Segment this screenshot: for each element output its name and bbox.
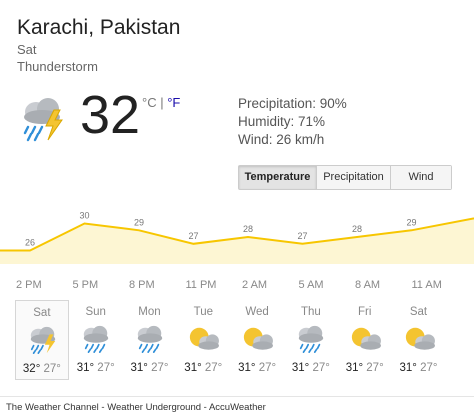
forecast-high: 31°	[130, 362, 148, 374]
current-day: Sat	[17, 42, 37, 57]
chart-value-label: 28	[352, 224, 362, 234]
data-sources[interactable]: The Weather Channel - Weather Undergroun…	[6, 402, 266, 413]
forecast-temps: 31° 27°	[392, 362, 446, 374]
forecast-day[interactable]: Tue 31° 27°	[176, 300, 230, 380]
chart-value-label: 27	[188, 231, 198, 241]
forecast-day-name: Fri	[357, 306, 372, 318]
forecast-day-name: Sat	[409, 306, 428, 318]
forecast-day[interactable]: Wed 31° 27°	[230, 300, 284, 380]
tab-wind[interactable]: Wind	[391, 166, 451, 189]
forecast-temps: 32° 27°	[16, 363, 68, 375]
time-label: 8 AM	[355, 279, 381, 291]
forecast-high: 31°	[345, 362, 364, 374]
partly-cloudy-icon	[244, 327, 274, 350]
forecast-day[interactable]: Sat 31° 27°	[392, 300, 446, 380]
precipitation-value: Precipitation: 90%	[238, 96, 347, 111]
location-title: Karachi, Pakistan	[17, 16, 181, 39]
forecast-temps: 31° 27°	[338, 362, 392, 374]
forecast-high: 31°	[184, 362, 202, 374]
forecast-high: 31°	[399, 362, 417, 374]
rain-cloud-icon	[137, 325, 162, 353]
forecast-day-name: Thu	[300, 306, 321, 318]
time-label: 2 PM	[16, 279, 42, 291]
partly-cloudy-icon	[190, 327, 220, 350]
forecast-temps: 31° 27°	[284, 362, 338, 374]
thunderstorm-cloud-icon	[23, 98, 63, 142]
tab-precipitation[interactable]: Precipitation	[317, 166, 391, 189]
time-label: 2 AM	[242, 279, 268, 291]
partly-cloudy-icon	[405, 327, 435, 350]
forecast-day-name: Tue	[193, 306, 213, 318]
partly-cloudy-icon	[351, 327, 381, 350]
daily-forecast: Sat 32° 27° Sun 31° 27° Mon 31° 27° Tue 31° 27°…	[15, 300, 445, 380]
forecast-low: 27°	[204, 362, 223, 374]
forecast-low: 27°	[420, 362, 438, 374]
time-label: 11 PM	[185, 279, 217, 291]
chart-value-label: 26	[25, 238, 35, 248]
chart-value-label: 28	[243, 224, 253, 234]
forecast-high: 31°	[291, 362, 310, 374]
forecast-temps: 31° 27°	[230, 362, 284, 374]
forecast-day[interactable]: Thu 31° 27°	[284, 300, 338, 380]
tab-temperature[interactable]: Temperature	[239, 166, 317, 189]
chart-value-label: 29	[134, 217, 144, 227]
unit-separator: |	[156, 95, 168, 110]
time-label: 8 PM	[129, 279, 155, 291]
forecast-high: 32°	[22, 363, 41, 375]
forecast-low: 27°	[312, 362, 330, 374]
weather-details: Precipitation: 90% Humidity: 71% Wind: 2…	[238, 95, 347, 149]
forecast-temps: 31° 27°	[123, 362, 177, 374]
forecast-day-name: Mon	[138, 306, 161, 318]
forecast-day[interactable]: Fri 31° 27°	[338, 300, 392, 380]
footer-divider	[0, 396, 474, 397]
forecast-day-name: Sat	[33, 307, 51, 319]
chart-value-label: 30	[79, 211, 89, 221]
forecast-temps: 31° 27°	[176, 362, 230, 374]
time-label: 5 PM	[72, 279, 99, 291]
rain-cloud-icon	[83, 325, 108, 353]
forecast-high: 31°	[76, 362, 95, 374]
current-temperature: 32	[80, 85, 141, 145]
forecast-low: 27°	[151, 362, 169, 374]
humidity-value: Humidity: 71%	[238, 114, 326, 129]
unit-celsius[interactable]: °C	[142, 95, 157, 110]
unit-toggle: °C | °F	[142, 95, 180, 110]
rain-cloud-icon	[298, 325, 324, 353]
chart-tabs: Temperature Precipitation Wind	[238, 165, 452, 190]
chart-area	[0, 218, 474, 264]
forecast-day[interactable]: Sat 32° 27°	[15, 300, 69, 380]
forecast-low: 27°	[258, 362, 277, 374]
temperature-chart: 26 30 29 27 28 27 28 29	[0, 211, 474, 264]
forecast-day[interactable]: Sun 31° 27°	[69, 300, 123, 380]
chart-value-label: 27	[297, 231, 307, 241]
forecast-temps: 31° 27°	[69, 362, 123, 374]
chart-value-label: 29	[406, 217, 416, 227]
current-condition: Thunderstorm	[17, 59, 98, 74]
forecast-day[interactable]: Mon 31° 27°	[123, 300, 177, 380]
forecast-low: 27°	[43, 363, 61, 375]
forecast-day-name: Wed	[245, 306, 269, 318]
thunderstorm-icon	[30, 326, 56, 354]
unit-fahrenheit[interactable]: °F	[167, 95, 181, 110]
time-label: 11 AM	[411, 279, 442, 291]
forecast-day-name: Sun	[85, 306, 106, 318]
forecast-high: 31°	[238, 362, 256, 374]
forecast-low: 27°	[366, 362, 384, 374]
wind-value: Wind: 26 km/h	[238, 132, 325, 147]
forecast-low: 27°	[97, 362, 115, 374]
time-label: 5 AM	[298, 279, 324, 291]
chart-line	[0, 217, 474, 252]
